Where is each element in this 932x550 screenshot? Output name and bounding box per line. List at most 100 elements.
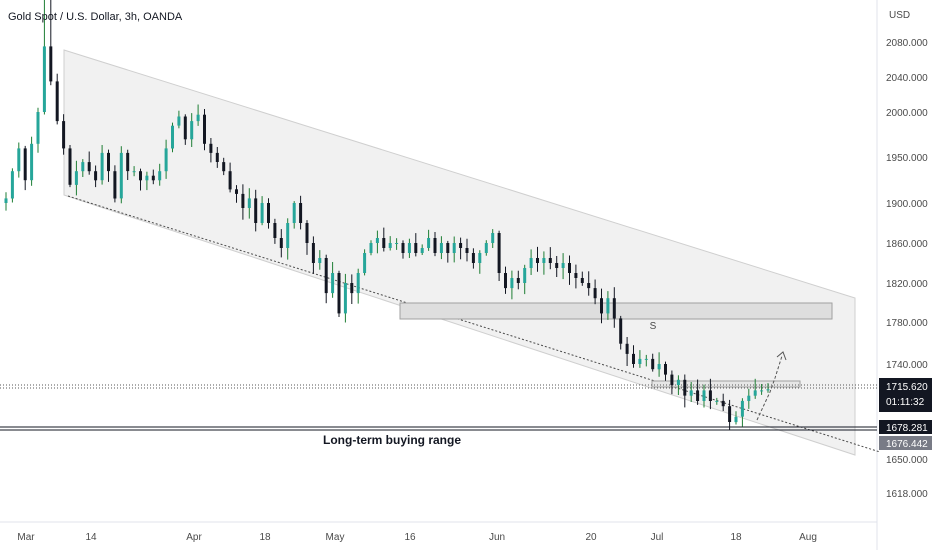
candle-body [478, 253, 482, 263]
time-tick-label: 18 [259, 532, 271, 543]
candle-body [42, 46, 46, 112]
candle-body [548, 258, 552, 263]
candle-body [510, 278, 514, 289]
candle-body [689, 390, 693, 396]
candle-body [760, 390, 764, 392]
candle-body [299, 203, 303, 223]
candle-body [254, 198, 258, 223]
candle-body [574, 273, 578, 278]
candle-body [766, 389, 770, 391]
price-tick-label: 1618.000 [886, 489, 928, 500]
candle-body [721, 400, 725, 407]
candle-body [68, 148, 72, 185]
candle-body [504, 273, 507, 289]
candle-body [375, 238, 379, 243]
candle-body [100, 152, 104, 181]
candle-body [363, 253, 367, 273]
candle-body [542, 258, 546, 263]
price-tick-label: 2040.000 [886, 73, 928, 84]
candle-body [151, 175, 155, 181]
candle-body [555, 263, 559, 268]
candle-body [612, 298, 616, 319]
candle-body [126, 152, 130, 172]
candle-body [523, 268, 527, 283]
candle-body [158, 171, 162, 181]
candle-body [311, 243, 315, 263]
time-tick-label: Apr [186, 532, 202, 543]
candle-body [484, 243, 488, 253]
candle-body [49, 46, 53, 82]
candle-body [30, 143, 34, 181]
candle-body [55, 81, 59, 122]
candle-body [407, 243, 411, 253]
candle-body [708, 390, 712, 401]
candle-body [702, 390, 706, 401]
candle-body [625, 343, 629, 354]
candle-body [600, 298, 603, 314]
descending-channel[interactable] [63, 49, 856, 456]
candle-body [74, 171, 78, 185]
time-tick-label: Jun [489, 532, 505, 543]
candle-body [452, 243, 456, 253]
time-tick-label: 14 [85, 532, 97, 543]
candle-body [427, 238, 431, 248]
candle-body [4, 198, 8, 203]
level-tag-1 [879, 420, 932, 434]
price-tick-label: 1950.000 [886, 153, 928, 164]
projection-arrow[interactable] [756, 355, 783, 421]
candle-body [593, 288, 597, 299]
candle-body [81, 162, 85, 172]
candle-body [286, 223, 290, 248]
candle-body [644, 358, 648, 360]
price-tick-label: 1650.000 [886, 455, 928, 466]
candle-body [734, 416, 738, 423]
candle-body [62, 121, 66, 149]
projection-arrowhead [776, 351, 787, 361]
candle-body [619, 318, 623, 344]
candle-body [715, 400, 719, 402]
candle-body [465, 248, 469, 253]
price-tick-label: 2080.000 [886, 38, 928, 49]
candle-body [657, 364, 661, 370]
candle-body [17, 148, 21, 172]
candle-body [305, 223, 309, 243]
candle-body [401, 243, 405, 253]
candle-body [222, 162, 226, 172]
candle-body [145, 175, 149, 181]
candle-body [420, 248, 424, 253]
price-axis[interactable]: 2080.000 2040.000 2000.000 1950.000 1900.000… [886, 38, 928, 500]
candle-body [94, 171, 98, 181]
price-tick-label: 2000.000 [886, 108, 928, 119]
candle-body [459, 243, 463, 248]
candle-body [471, 253, 475, 263]
time-tick-label: Mar [17, 532, 35, 543]
range-note: Long-term buying range [323, 433, 461, 447]
candle-body [260, 203, 264, 223]
candle-body [580, 278, 584, 283]
price-tick-label: 1860.000 [886, 239, 928, 250]
candle-body [177, 116, 181, 126]
candle-body [561, 263, 565, 268]
candle-body [568, 263, 571, 273]
candle-body [638, 358, 642, 364]
candle-body [235, 189, 238, 194]
price-tick-label: 1780.000 [886, 318, 928, 329]
candle-body [343, 283, 347, 314]
candle-body [267, 203, 270, 223]
target-zone-box[interactable] [651, 380, 801, 388]
candle-body [356, 273, 360, 294]
candle-body [292, 203, 296, 223]
candle-body [753, 390, 757, 396]
time-axis[interactable]: Mar 14 Apr 18 May 16 Jun 20 Jul 18 Aug [17, 532, 817, 543]
time-tick-label: 18 [730, 532, 742, 543]
candle-body [119, 152, 123, 199]
time-tick-label: Aug [799, 532, 817, 543]
candle-body [241, 193, 245, 208]
candle-body [587, 283, 591, 289]
candle-body [273, 223, 277, 238]
support-trendline[interactable] [67, 195, 881, 453]
time-tick-label: May [326, 532, 345, 543]
candle-body [651, 358, 655, 370]
resistance-zone-box[interactable] [399, 302, 833, 320]
